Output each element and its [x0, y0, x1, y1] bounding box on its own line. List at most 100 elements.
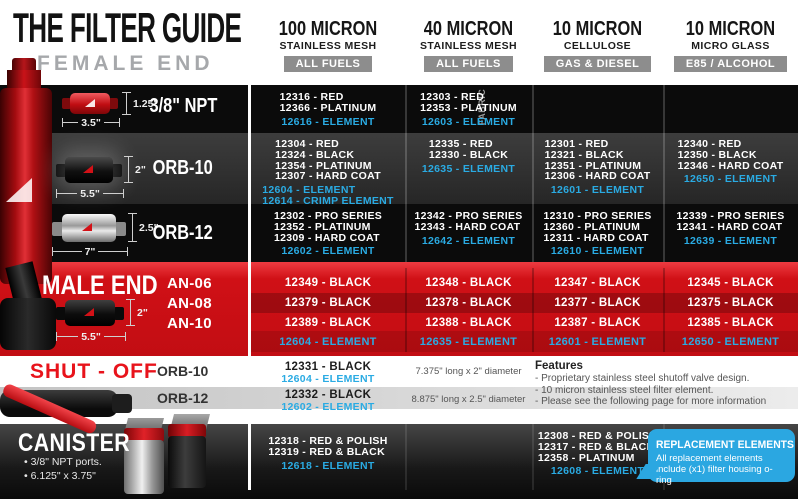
callout-title: REPLACEMENT ELEMENTS [656, 439, 794, 451]
section-label-canister: CANISTER [18, 429, 131, 457]
dim-width-orb12: 7" [52, 246, 128, 257]
section-label-shutoff: SHUT - OFF [30, 360, 158, 383]
dim-height-orb12: 2.5" [128, 213, 159, 242]
column-header-40-micron: 40 MICRON STAINLESS MESH ALL FUELS [420, 18, 517, 72]
cell-an06-microglass: 12345 - BLACK [687, 277, 774, 289]
orb10-filter-diagram [56, 155, 122, 185]
features-title: Features [535, 360, 583, 372]
cell-shutoff-orb10-part: 12331 - BLACK [284, 361, 372, 373]
dim-width-orb10: 5.5" [56, 188, 124, 199]
element-40micron: 12635 - ELEMENT [419, 336, 518, 348]
features-list: - Proprietary stainless steel shutoff va… [535, 373, 767, 408]
cell-orb10-microglass: 12340 - RED 12350 - BLACK 12346 - HARD C… [677, 138, 784, 186]
male-fitting-photo [0, 261, 60, 354]
cell-orb12-microglass: 12339 - PRO SERIES 12341 - HARD COAT 126… [676, 210, 785, 247]
cell-an10-40micron: 12388 - BLACK [425, 317, 512, 329]
cell-canister-100micron: 12318 - RED & POLISH 12319 - RED & BLACK… [268, 435, 388, 472]
element-100micron: 12604 - ELEMENT [279, 336, 377, 348]
cell-an06-cellulose: 12347 - BLACK [554, 277, 641, 289]
size-label-shutoff-orb12: ORB-12 [157, 390, 209, 406]
cell-an06-100micron: 12349 - BLACK [284, 277, 372, 289]
cell-an08-40micron: 12378 - BLACK [425, 297, 512, 309]
label-column-divider [248, 424, 251, 490]
row-label-npt: 3/8" NPT [149, 95, 217, 117]
dim-height-npt: 1.25" [122, 92, 158, 115]
cell-npt-40micron: 12303 - RED 12353 - PLATINUM 12603 - ELE… [420, 91, 517, 128]
cell-an06-40micron: 12348 - BLACK [425, 277, 512, 289]
element-microglass: 12650 - ELEMENT [681, 336, 780, 348]
male-an08-stripe [251, 293, 798, 313]
column-header-10-micron-micro-glass: 10 MICRON MICRO GLASS E85 / ALCOHOL [664, 19, 797, 72]
shutoff-orb12-dimensions: 8.875" long x 2.5" diameter [411, 394, 526, 405]
cell-canister-cellulose: 12308 - RED & POLISH 12317 - RED & BLACK… [537, 430, 658, 478]
column-divider [405, 85, 407, 262]
cell-an10-microglass: 12385 - BLACK [687, 317, 774, 329]
dim-height-male: 2" [126, 299, 148, 326]
cell-an08-cellulose: 12377 - BLACK [554, 297, 641, 309]
cell-an08-microglass: 12375 - BLACK [687, 297, 774, 309]
dim-width-male: 5.5" [56, 331, 126, 342]
fuel-badge: E85 / ALCOHOL [673, 56, 788, 72]
band-npt [0, 85, 798, 133]
label-column-divider [248, 262, 251, 356]
cell-an08-100micron: 12379 - BLACK [284, 297, 372, 309]
shutoff-orb12-stripe [0, 387, 798, 409]
cell-orb10-40micron: 12335 - RED 12330 - BLACK 12635 - ELEMEN… [421, 138, 516, 175]
column-divider [532, 268, 534, 352]
male-filter-diagram [56, 298, 124, 328]
row-label-orb10: ORB-10 [152, 157, 214, 179]
orb12-filter-diagram [52, 212, 126, 244]
column-divider [405, 268, 407, 352]
aeromotive-logo [84, 308, 94, 316]
band-orb10 [0, 133, 798, 204]
size-label-an06: AN-06 [167, 275, 212, 292]
dim-height-orb10: 2" [124, 156, 146, 183]
size-label-shutoff-orb10: ORB-10 [157, 363, 209, 379]
cell-orb12-cellulose: 12310 - PRO SERIES 12360 - PLATINUM 1231… [543, 210, 652, 258]
aeromotive-logo [83, 165, 93, 173]
column-divider [532, 424, 534, 490]
callout-body: All replacement elements include (x1) fi… [656, 453, 773, 486]
cell-orb12-100micron: 12302 - PRO SERIES 12352 - PLATINUM 1230… [273, 210, 383, 258]
band-male-end [0, 262, 798, 356]
size-label-an10: AN-10 [167, 315, 212, 332]
cell-orb10-cellulose: 12301 - RED 12321 - BLACK 12351 - PLATIN… [544, 138, 651, 197]
column-divider [663, 85, 665, 262]
cell-an10-100micron: 12389 - BLACK [284, 317, 372, 329]
canister-black [168, 424, 206, 438]
section-label-male-end: MALE END [42, 270, 158, 300]
canister-bullets: • 3/8" NPT ports. • 6.125" x 3.75" [24, 456, 102, 482]
cell-orb12-40micron: 12342 - PRO SERIES 12343 - HARD COAT 126… [414, 210, 523, 247]
shutoff-orb10-dimensions: 7.375" long x 2" diameter [415, 366, 522, 377]
page-title: THE FILTER GUIDE [13, 4, 242, 51]
fuel-badge: ALL FUELS [283, 56, 373, 72]
element-cellulose: 12601 - ELEMENT [548, 336, 647, 348]
cell-npt-100micron: 12316 - RED 12366 - PLATINUM 12616 - ELE… [279, 91, 377, 128]
column-divider [405, 424, 407, 490]
cell-shutoff-orb12-part: 12332 - BLACK [284, 389, 372, 401]
aeromotive-logo [82, 223, 92, 231]
cell-an10-cellulose: 12387 - BLACK [554, 317, 641, 329]
row-label-orb12: ORB-12 [152, 222, 214, 244]
aeromotive-logo [85, 99, 95, 107]
shutoff-valve-photo [0, 372, 140, 436]
label-column-divider [248, 85, 251, 262]
male-element-stripe [251, 331, 798, 352]
column-divider [663, 268, 665, 352]
cell-shutoff-orb10-element: 12604 - ELEMENT [281, 373, 375, 385]
column-divider [532, 85, 534, 262]
fuel-badge: GAS & DIESEL [543, 56, 652, 72]
npt-filter-diagram [62, 90, 118, 116]
section-label-female-end: FEMALE END [37, 52, 214, 75]
canister-photos [118, 414, 213, 496]
red-filter-photo [0, 58, 54, 284]
column-header-100-micron: 100 MICRON STAINLESS MESH ALL FUELS [278, 18, 378, 72]
fuel-badge: ALL FUELS [424, 56, 513, 72]
size-label-an08: AN-08 [167, 295, 212, 312]
cell-shutoff-orb12-element: 12602 - ELEMENT [281, 401, 375, 413]
cell-orb10-100micron: 12304 - RED 12324 - BLACK 12354 - PLATIN… [262, 138, 394, 207]
canister-polish [124, 428, 164, 442]
replacement-elements-callout: REPLACEMENT ELEMENTS All replacement ele… [636, 429, 795, 486]
column-header-10-micron-cellulose: 10 MICRON CELLULOSE GAS & DIESEL [533, 19, 662, 72]
